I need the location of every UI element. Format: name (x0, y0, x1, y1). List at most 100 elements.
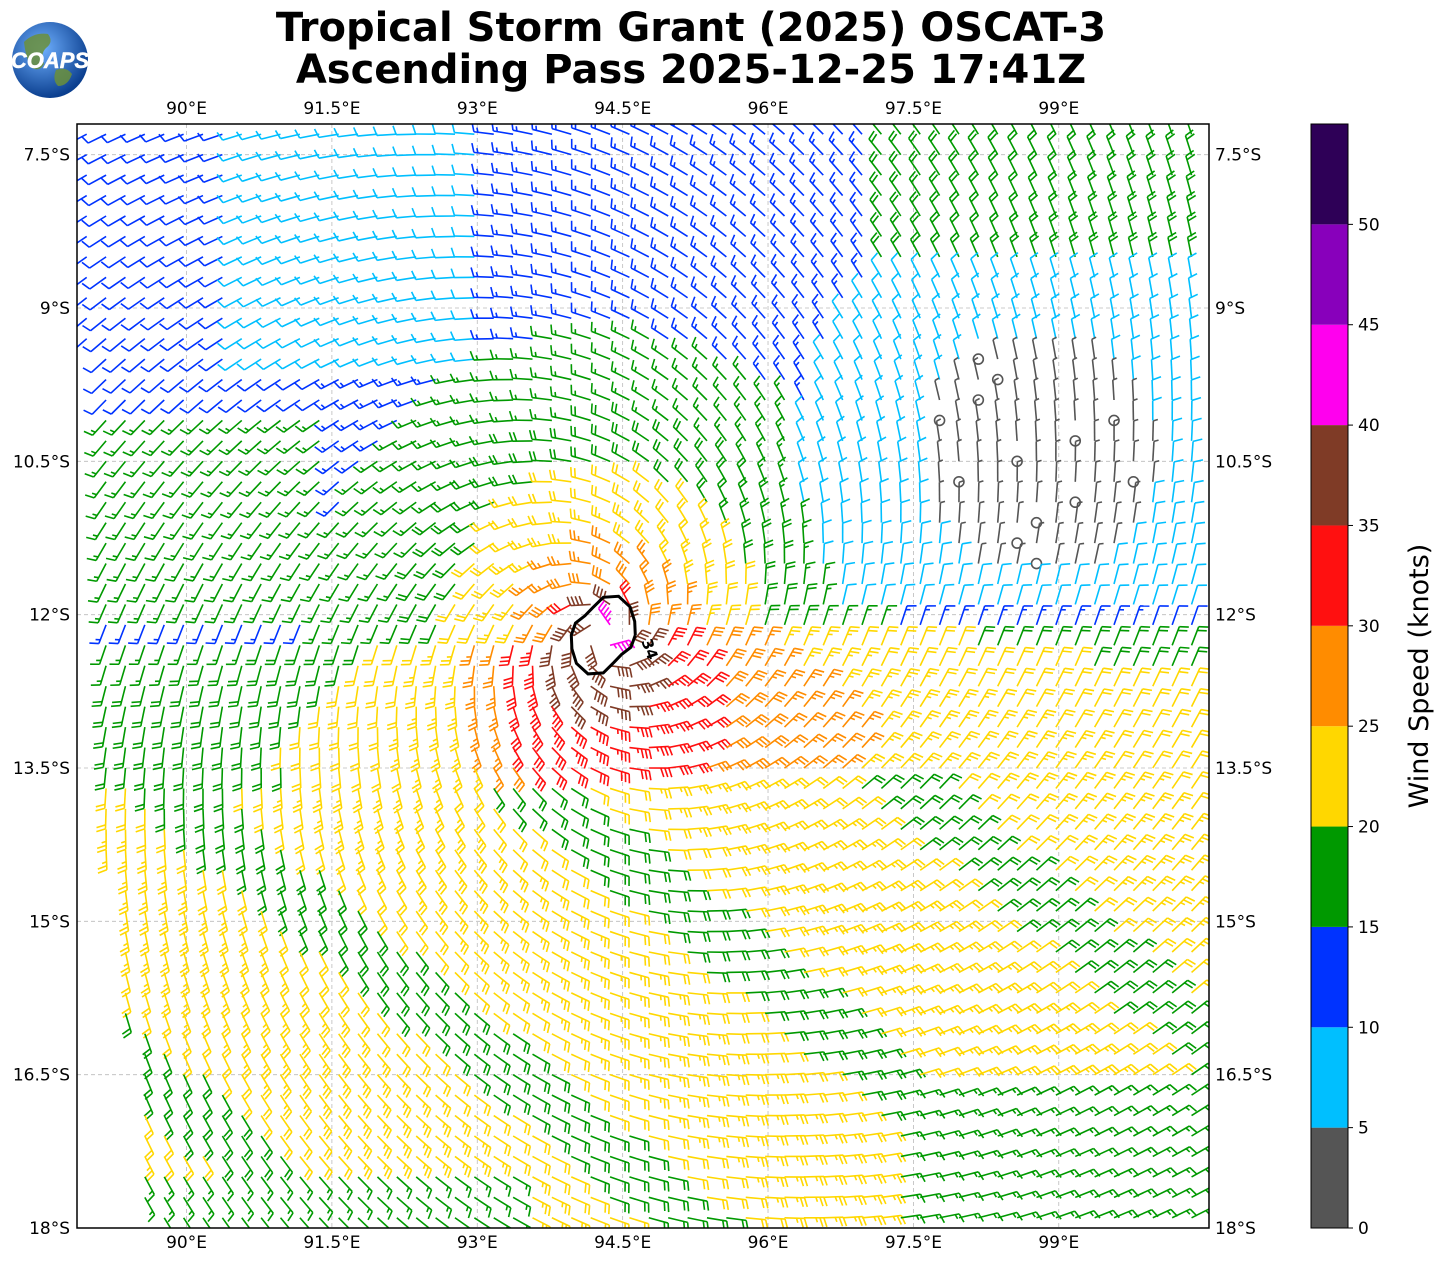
barb-feather (770, 274, 778, 283)
barb-feather (1060, 563, 1071, 566)
barb-feather (610, 300, 614, 310)
wind-barb (835, 415, 845, 442)
wind-barb (411, 249, 436, 260)
wind-barb (81, 235, 107, 248)
barb-feather (901, 519, 912, 524)
wind-barb (1146, 190, 1157, 217)
barb-feather (950, 113, 956, 120)
barb-half-feather (992, 336, 998, 341)
wind-barb (488, 562, 514, 576)
wind-barb (918, 478, 929, 503)
wind-barb (372, 230, 397, 241)
barb-feather (569, 529, 572, 540)
wind-barb (510, 244, 533, 258)
wind-barb (808, 151, 824, 176)
barb-feather (1107, 211, 1117, 218)
barb-half-feather (206, 470, 212, 474)
wind-barb (371, 272, 397, 283)
wind-barb (909, 211, 921, 237)
barb-half-feather (851, 178, 856, 184)
barb-shaft (710, 263, 727, 278)
barb-feather (716, 440, 725, 449)
barb-feather (235, 152, 243, 161)
barb-shaft (551, 415, 572, 422)
barb-feather (717, 477, 726, 485)
wind-barb (236, 358, 262, 371)
barb-feather (158, 133, 166, 143)
wind-barb (669, 216, 689, 238)
barb-shaft (770, 241, 786, 258)
barb-shaft (977, 543, 983, 564)
wind-barb (875, 395, 885, 421)
barb-shaft (204, 276, 223, 288)
wind-barb (929, 231, 941, 258)
barb-feather (656, 518, 664, 527)
wind-barb (146, 604, 165, 624)
wind-barb (790, 253, 805, 278)
barb-shaft (915, 421, 921, 442)
barb-feather (80, 156, 89, 165)
barb-half-feather (673, 202, 676, 208)
wind-barb (1146, 170, 1157, 196)
wind-barb (1093, 584, 1110, 605)
barb-feather (941, 520, 951, 524)
barb-feather (636, 539, 644, 548)
barb-half-feather (514, 394, 518, 400)
wind-barb (1010, 124, 1018, 135)
wind-barb (1030, 124, 1038, 135)
barb-half-feather (304, 553, 310, 557)
barb-shaft (689, 163, 708, 176)
barb-feather (832, 333, 841, 342)
barb-shaft (690, 284, 708, 299)
barb-half-feather (831, 158, 836, 164)
barb-shaft (996, 502, 1001, 523)
barb-shaft (92, 440, 107, 457)
barb-feather (1010, 252, 1019, 260)
barb-feather (470, 267, 475, 277)
barb-feather (527, 515, 533, 525)
barb-shaft (531, 459, 552, 463)
barb-feather (666, 580, 676, 586)
barb-feather (849, 191, 857, 201)
wind-barb (996, 562, 1012, 585)
barb-feather (969, 211, 978, 219)
barb-half-feather (633, 244, 637, 250)
barb-half-feather (226, 512, 232, 516)
barb-shaft (261, 276, 281, 287)
barb-shaft (1188, 318, 1193, 339)
barb-half-feather (417, 485, 423, 491)
wind-barb (158, 276, 185, 289)
barb-shaft (493, 337, 514, 340)
barb-shaft (287, 542, 301, 560)
wind-barb (238, 460, 262, 476)
barb-shaft (1049, 278, 1057, 298)
barb-feather (738, 460, 747, 468)
barb-feather (658, 521, 666, 531)
barb-feather (122, 430, 132, 436)
barb-half-feather (400, 551, 406, 556)
wind-barb (450, 289, 475, 300)
wind-barb (1016, 562, 1032, 585)
barb-half-feather (1135, 480, 1141, 484)
barb-feather (177, 133, 185, 142)
barb-shaft (1088, 257, 1096, 278)
barb-feather (713, 416, 721, 426)
wind-barb (198, 399, 223, 414)
barb-half-feather (939, 479, 945, 483)
barb-shaft (1007, 177, 1018, 196)
barb-feather (352, 379, 360, 388)
barb-shaft (1055, 564, 1062, 585)
wind-barb (88, 604, 107, 624)
wind-barb (567, 572, 591, 585)
barb-feather (711, 336, 718, 346)
barb-feather (1108, 194, 1118, 202)
barb-half-feather (436, 463, 441, 468)
wind-barb (927, 130, 941, 156)
wind-barb (257, 460, 282, 476)
barb-feather (178, 322, 187, 330)
barb-shaft (610, 125, 630, 135)
barb-feather (1110, 313, 1120, 320)
barb-feather (332, 380, 341, 389)
barb-feather (710, 235, 715, 245)
barb-half-feather (148, 449, 154, 454)
